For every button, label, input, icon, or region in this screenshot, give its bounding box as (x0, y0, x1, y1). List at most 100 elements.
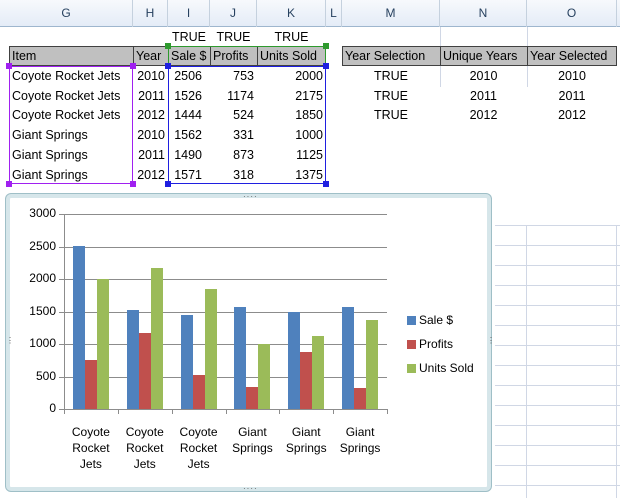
column-header-o[interactable]: O (527, 0, 617, 27)
cell-selected[interactable]: 2012 (558, 108, 586, 123)
x-axis-category-label: Coyote Rocket Jets (125, 425, 164, 471)
cell-profits[interactable]: 524 (233, 108, 254, 123)
range-handle[interactable] (6, 63, 12, 69)
y-axis-tick-label: 2000 (29, 271, 56, 285)
gridline (495, 385, 620, 386)
range-handle[interactable] (165, 63, 171, 69)
header-year[interactable]: Year (133, 46, 169, 66)
cell-item[interactable]: Coyote Rocket Jets (12, 108, 121, 123)
bar-units-sold[interactable] (366, 319, 379, 409)
range-handle[interactable] (130, 181, 136, 187)
cell-units[interactable]: 1375 (295, 167, 323, 182)
header-year-selection[interactable]: Year Selection (342, 46, 441, 66)
chart-area[interactable]: 0 500 1000 1500 2000 2500 3000 Coyote Rocket Jets… (10, 198, 487, 487)
cell-units[interactable]: 2175 (295, 88, 323, 103)
chart-gridline (59, 311, 387, 313)
cell-units[interactable]: 2000 (295, 69, 323, 83)
bar-sale[interactable] (288, 312, 301, 409)
bar-profits[interactable] (246, 387, 259, 409)
legend-item[interactable]: Units Sold (407, 361, 474, 375)
bar-sale[interactable] (180, 315, 193, 409)
cell-unique[interactable]: 2010 (469, 69, 498, 83)
bar-profits[interactable] (138, 332, 151, 409)
cell-sale[interactable]: 1490 (174, 147, 202, 162)
bar-sale[interactable] (72, 246, 85, 409)
header-item[interactable]: Item (9, 46, 134, 66)
resize-handle-left[interactable]: ⋮ (6, 336, 15, 345)
resize-handle-bottom[interactable]: ···· (243, 484, 258, 493)
cell-item[interactable]: Coyote Rocket Jets (12, 69, 121, 83)
cell-unique[interactable]: 2011 (470, 88, 497, 103)
flag-cell-j[interactable]: TRUE (216, 30, 251, 44)
cell-selection[interactable]: TRUE (373, 88, 409, 103)
bar-profits[interactable] (354, 388, 367, 409)
cell-units[interactable]: 1850 (295, 108, 323, 123)
cell-item[interactable]: Coyote Rocket Jets (12, 88, 121, 103)
cell-profits[interactable]: 1174 (227, 88, 254, 103)
column-header-m[interactable]: M (342, 0, 440, 27)
cell-item[interactable]: Giant Springs (12, 147, 88, 162)
cell-item[interactable]: Giant Springs (12, 167, 88, 182)
column-header-i[interactable]: I (168, 0, 210, 27)
cell-sale[interactable]: 1562 (174, 128, 202, 143)
cell-selection[interactable]: TRUE (373, 108, 409, 123)
cell-selected[interactable]: 2011 (558, 88, 586, 103)
resize-handle-right[interactable]: ⋮ (487, 336, 496, 345)
bar-units-sold[interactable] (312, 335, 325, 409)
bar-profits[interactable] (300, 352, 313, 409)
range-handle[interactable] (323, 181, 329, 187)
cell-sale[interactable]: 1444 (174, 108, 202, 123)
cell-sale[interactable]: 1571 (174, 167, 202, 182)
flag-cell-i[interactable]: TRUE (171, 30, 207, 44)
legend-item[interactable]: Sale $ (407, 313, 453, 327)
cell-unique[interactable]: 2012 (469, 108, 498, 123)
bar-sale[interactable] (234, 307, 247, 409)
range-handle[interactable] (323, 43, 329, 49)
cell-profits[interactable]: 753 (233, 69, 254, 83)
cell-units[interactable]: 1125 (296, 147, 323, 162)
cell-year[interactable]: 2010 (137, 69, 165, 83)
bar-sale[interactable] (126, 309, 139, 409)
cell-profits[interactable]: 318 (233, 167, 254, 182)
cell-year[interactable]: 2012 (137, 108, 165, 123)
column-header-l[interactable]: L (326, 0, 342, 27)
column-header-g[interactable]: G (0, 0, 133, 27)
embedded-chart[interactable]: 0 500 1000 1500 2000 2500 3000 Coyote Rocket Jets… (6, 192, 496, 493)
cell-year[interactable]: 2011 (138, 88, 165, 103)
bar-units-sold[interactable] (258, 344, 271, 409)
cell-sale[interactable]: 1526 (174, 88, 202, 103)
range-handle[interactable] (165, 43, 171, 49)
bar-units-sold[interactable] (96, 279, 109, 409)
range-handle[interactable] (6, 181, 12, 187)
range-handle[interactable] (323, 63, 329, 69)
flag-cell-k[interactable]: TRUE (274, 30, 309, 44)
cell-year[interactable]: 2012 (137, 167, 165, 182)
header-unique-years[interactable]: Unique Years (440, 46, 528, 66)
cell-profits[interactable]: 331 (233, 128, 254, 143)
legend-item[interactable]: Profits (407, 337, 453, 351)
cell-profits[interactable]: 873 (233, 147, 254, 162)
bar-profits[interactable] (192, 374, 205, 409)
bar-units-sold[interactable] (150, 267, 163, 409)
column-header-j[interactable]: J (210, 0, 257, 27)
bar-units-sold[interactable] (204, 288, 217, 409)
header-sale[interactable]: Sale $ (168, 46, 211, 66)
header-units-sold[interactable]: Units Sold (257, 46, 326, 66)
column-header-h[interactable]: H (133, 0, 168, 27)
bar-sale[interactable] (342, 306, 355, 409)
cell-sale[interactable]: 2506 (174, 69, 202, 83)
cell-selection[interactable]: TRUE (373, 69, 409, 83)
header-year-selected[interactable]: Year Selected (527, 46, 617, 66)
range-handle[interactable] (165, 181, 171, 187)
range-handle[interactable] (130, 63, 136, 69)
cell-year[interactable]: 2010 (137, 128, 165, 143)
cell-selected[interactable]: 2010 (558, 69, 586, 83)
column-header-n[interactable]: N (440, 0, 527, 27)
bar-profits[interactable] (84, 360, 97, 409)
cell-units[interactable]: 1000 (295, 128, 323, 143)
cell-item[interactable]: Giant Springs (12, 128, 88, 143)
column-header-k[interactable]: K (257, 0, 326, 27)
resize-handle-top[interactable]: ···· (243, 192, 258, 201)
header-profits[interactable]: Profits (210, 46, 258, 66)
cell-year[interactable]: 2011 (138, 147, 165, 162)
